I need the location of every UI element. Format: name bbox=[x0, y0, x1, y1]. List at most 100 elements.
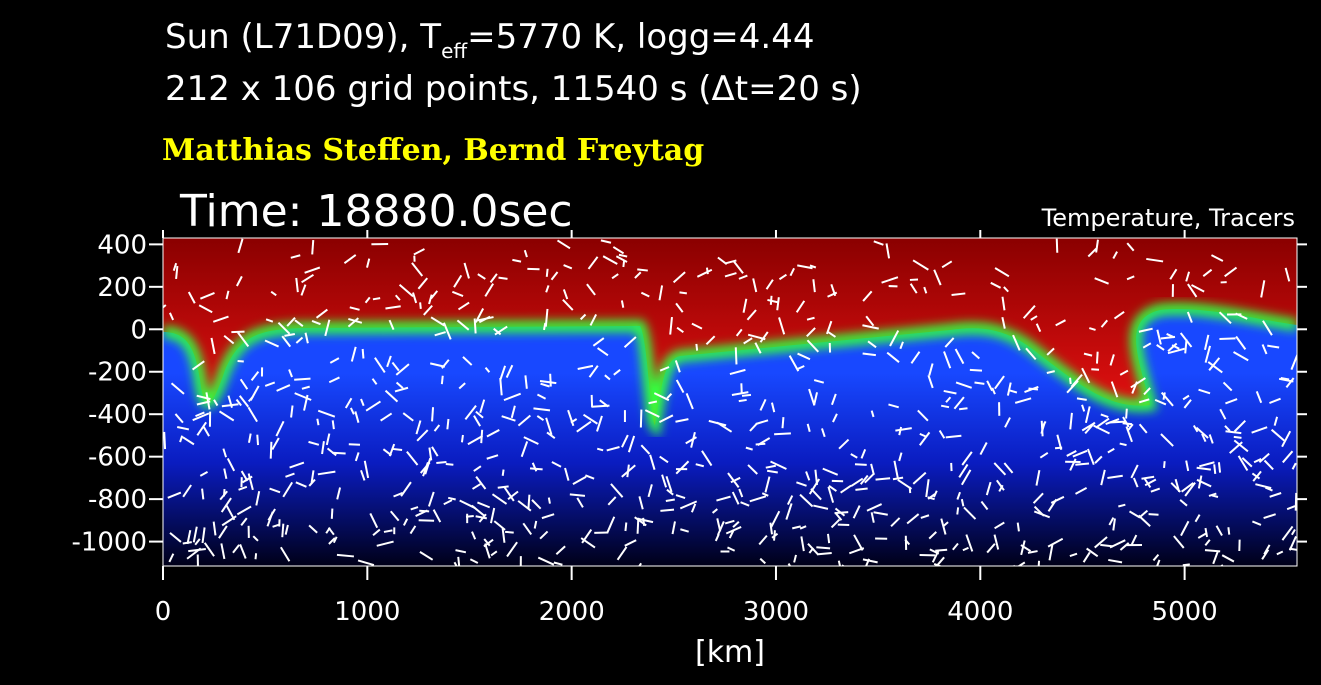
tracer bbox=[257, 435, 258, 445]
tracer bbox=[544, 323, 545, 330]
tracer bbox=[816, 547, 830, 548]
tracer bbox=[481, 430, 482, 443]
tracer bbox=[436, 462, 446, 463]
tracer bbox=[312, 240, 313, 254]
title-suffix: =5770 K, logg=4.44 bbox=[467, 17, 814, 57]
y-tick-label: -200 bbox=[88, 358, 147, 388]
tracer bbox=[707, 268, 708, 275]
tracer bbox=[1075, 463, 1089, 464]
x-tick-label: 2000 bbox=[539, 597, 605, 627]
y-tick-label: -1000 bbox=[71, 528, 147, 558]
tracer bbox=[782, 417, 783, 428]
tracer bbox=[739, 400, 747, 401]
tracer bbox=[294, 379, 310, 380]
page: {"chart_data":{"type":"field", "title":{… bbox=[0, 0, 1321, 685]
time-label: Time: 18880.0sec bbox=[179, 186, 573, 237]
tracer bbox=[592, 406, 610, 407]
tracer bbox=[349, 444, 360, 445]
tracer bbox=[176, 266, 177, 279]
tracer bbox=[641, 410, 642, 428]
tracer bbox=[736, 347, 737, 364]
x-tick-label: 0 bbox=[155, 597, 172, 627]
tracer bbox=[1097, 352, 1098, 364]
tracer bbox=[224, 489, 225, 496]
tracer bbox=[1214, 464, 1215, 474]
tracer bbox=[774, 530, 775, 540]
tracer bbox=[446, 464, 454, 465]
y-tick-label: -400 bbox=[88, 400, 147, 430]
tracer bbox=[498, 486, 509, 487]
y-tick-label: 200 bbox=[97, 273, 147, 303]
tracer bbox=[1042, 421, 1043, 437]
field-label: Temperature, Tracers bbox=[1041, 204, 1295, 232]
tracer bbox=[462, 435, 463, 442]
tracer bbox=[855, 489, 867, 490]
tracer bbox=[622, 300, 623, 307]
tracer bbox=[547, 269, 548, 277]
field bbox=[155, 228, 1305, 578]
tracer bbox=[828, 534, 829, 543]
tracer bbox=[420, 302, 421, 308]
tracer bbox=[442, 376, 443, 384]
tracer bbox=[679, 292, 686, 293]
tracer bbox=[317, 419, 318, 425]
x-axis-label: [km] bbox=[695, 635, 765, 670]
tracer bbox=[855, 464, 867, 465]
subtitle: 212 x 106 grid points, 11540 s (Δt=20 s) bbox=[165, 69, 862, 109]
tracer bbox=[1057, 239, 1058, 253]
y-tick-label: 0 bbox=[130, 315, 147, 345]
tracer bbox=[392, 449, 403, 450]
tracer bbox=[1205, 550, 1220, 551]
tracer bbox=[332, 509, 333, 519]
tracer bbox=[623, 261, 624, 267]
tracer bbox=[1126, 409, 1127, 419]
y-tick-label: -600 bbox=[88, 443, 147, 473]
tracer bbox=[696, 344, 697, 351]
tracer bbox=[183, 542, 192, 543]
tracer bbox=[1028, 389, 1038, 390]
tracer bbox=[363, 349, 364, 359]
tracer bbox=[1070, 378, 1071, 384]
x-tick-label: 3000 bbox=[743, 597, 809, 627]
tracer bbox=[774, 433, 791, 434]
tracer bbox=[756, 444, 766, 445]
tracer bbox=[1109, 422, 1125, 423]
tracer bbox=[447, 419, 448, 429]
tracer bbox=[1219, 338, 1235, 339]
tracer bbox=[1219, 462, 1220, 472]
tracer bbox=[742, 395, 751, 396]
tracer bbox=[282, 524, 283, 537]
tracer bbox=[475, 319, 476, 334]
title-subscript: eff bbox=[441, 39, 468, 63]
tracer bbox=[231, 332, 244, 333]
tracer bbox=[1018, 523, 1019, 532]
tracer bbox=[1228, 527, 1229, 534]
tracer bbox=[970, 370, 982, 371]
authors: Matthias Steffen, Bernd Freytag bbox=[162, 133, 704, 168]
tracer bbox=[549, 498, 550, 504]
tracer bbox=[637, 269, 648, 270]
tracer bbox=[271, 442, 272, 459]
title: Sun (L71D09), Teff=5770 K, logg=4.44 bbox=[165, 17, 815, 63]
tracer bbox=[528, 495, 529, 509]
tracer bbox=[1183, 564, 1190, 565]
tracer bbox=[256, 553, 257, 559]
tracer bbox=[957, 507, 958, 514]
y-tick-label: 400 bbox=[97, 230, 147, 260]
tracer bbox=[1123, 423, 1132, 424]
tracer bbox=[332, 453, 345, 454]
tracer bbox=[333, 420, 334, 429]
tracer bbox=[202, 489, 203, 500]
tracer bbox=[1164, 461, 1165, 468]
x-tick-label: 4000 bbox=[947, 597, 1013, 627]
title-prefix: Sun (L71D09), T bbox=[165, 17, 441, 57]
tracer bbox=[959, 408, 967, 409]
tracer bbox=[935, 550, 947, 551]
chart: Sun (L71D09), Teff=5770 K, logg=4.44 212… bbox=[0, 0, 1321, 685]
tracer bbox=[499, 278, 508, 279]
tracer bbox=[1091, 369, 1099, 370]
tracer bbox=[910, 487, 911, 493]
tracer bbox=[432, 407, 433, 421]
tracer bbox=[164, 432, 165, 449]
tracer bbox=[660, 510, 674, 511]
